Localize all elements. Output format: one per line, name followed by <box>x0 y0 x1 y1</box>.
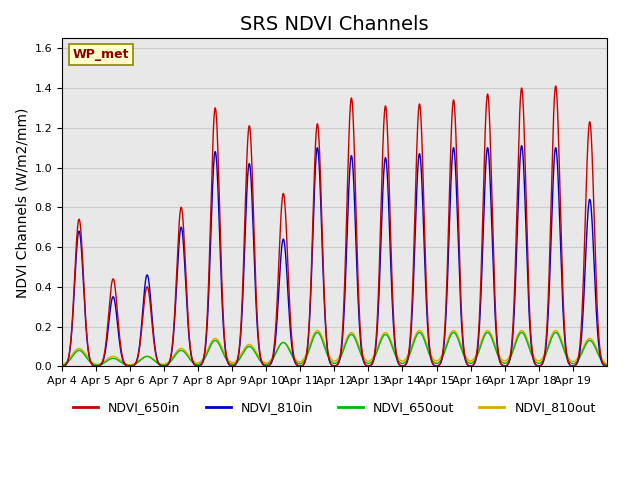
Legend: NDVI_650in, NDVI_810in, NDVI_650out, NDVI_810out: NDVI_650in, NDVI_810in, NDVI_650out, NDV… <box>68 396 600 419</box>
Text: WP_met: WP_met <box>73 48 129 61</box>
Title: SRS NDVI Channels: SRS NDVI Channels <box>240 15 429 34</box>
Y-axis label: NDVI Channels (W/m2/mm): NDVI Channels (W/m2/mm) <box>15 107 29 298</box>
